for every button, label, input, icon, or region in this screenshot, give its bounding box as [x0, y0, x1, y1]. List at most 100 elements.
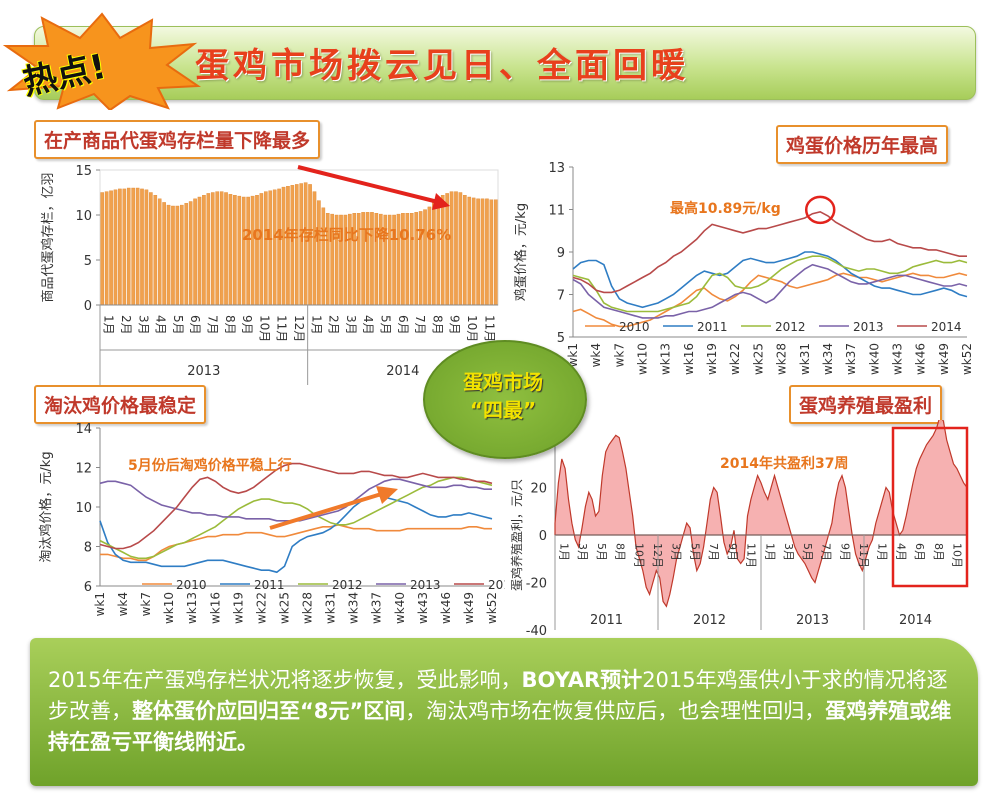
- bar: [149, 192, 153, 306]
- cull-price-annotation: 5月份后淘鸡价格平稳上行: [128, 457, 292, 474]
- y-tick-label: 10: [75, 209, 92, 224]
- bar: [312, 191, 317, 306]
- month-label: 5月: [801, 543, 814, 561]
- bar: [264, 191, 268, 306]
- x-tick-label: wk34: [821, 343, 835, 375]
- y-tick-label: 13: [548, 161, 565, 176]
- summary-part3: 2015年鸡蛋供小于求的情况将逐步改善，: [48, 668, 948, 723]
- month-label: 3月: [576, 543, 589, 561]
- month-label: 10月: [465, 315, 479, 342]
- x-tick-label: wk13: [185, 592, 199, 624]
- x-tick-label: wk43: [890, 343, 904, 375]
- bar: [281, 186, 286, 306]
- year-label: 2013: [187, 364, 220, 379]
- y-tick-label: 7: [557, 289, 565, 304]
- bar: [197, 196, 202, 306]
- year-label: 2014: [899, 613, 932, 628]
- bar: [206, 193, 211, 306]
- month-label: 6月: [188, 315, 202, 335]
- month-label: 8月: [614, 543, 627, 561]
- four-most-label: 蛋鸡市场 “四最”: [423, 368, 583, 424]
- legend-label: 2010: [176, 578, 207, 592]
- bar: [255, 195, 259, 306]
- x-tick-label: wk37: [844, 343, 858, 375]
- bar: [467, 196, 472, 306]
- y-tick-label: 15: [75, 164, 92, 179]
- month-label: 1月: [763, 543, 776, 561]
- bar: [219, 191, 224, 306]
- bar: [113, 189, 118, 306]
- orange-arrow: [269, 490, 389, 530]
- x-tick-label: wk22: [254, 592, 268, 624]
- x-tick-label: wk52: [960, 343, 974, 375]
- plot-area: [573, 167, 967, 337]
- cull-price-line-chart: 6 8 10 12 14 wk1 wk4 wk7 wk10 wk13 wk16 wk19 wk22 wk2…: [38, 422, 505, 624]
- month-label: 4月: [361, 315, 375, 335]
- y-tick-label: -40: [526, 624, 547, 638]
- x-tick-label: wk19: [231, 592, 245, 624]
- bar: [118, 188, 122, 306]
- month-label: 10月: [951, 543, 964, 568]
- bar: [427, 206, 432, 306]
- month-label: 7月: [205, 315, 219, 335]
- x-tick-label: wk25: [751, 343, 765, 375]
- bar: [131, 187, 135, 306]
- x-tick-label: wk7: [612, 343, 626, 367]
- profit-area-chart: -40-20020401月3月5月8月10月12月3月5月7月9月11月1月3月…: [509, 420, 969, 638]
- bar: [144, 189, 149, 306]
- y-tick-label: 0: [539, 529, 547, 544]
- bar: [317, 200, 321, 306]
- month-label: 3月: [782, 543, 795, 561]
- month-label: 1月: [876, 543, 889, 561]
- bar: [126, 187, 131, 306]
- summary-box: [30, 638, 978, 786]
- bar: [210, 192, 215, 306]
- bar: [171, 205, 175, 306]
- month-label: 11月: [275, 315, 289, 342]
- bar: [250, 195, 255, 306]
- bar: [135, 187, 140, 306]
- y-tick-label: 10: [75, 501, 92, 516]
- peak-circle: [804, 195, 836, 225]
- bar: [109, 190, 113, 306]
- x-tick-label: wk10: [636, 343, 650, 375]
- red-arrow: [297, 165, 443, 205]
- month-label: 5月: [171, 315, 185, 335]
- x-tick-label: wk13: [659, 343, 673, 375]
- bar: [175, 205, 180, 306]
- month-label: 4月: [894, 543, 907, 561]
- y-tick-label: 9: [557, 246, 565, 261]
- month-label: 9月: [240, 315, 254, 335]
- bar: [458, 192, 463, 306]
- month-label: 9月: [726, 543, 739, 561]
- bar: [268, 190, 273, 306]
- bar: [493, 199, 498, 306]
- summary-text: 2015年在产蛋鸡存栏状况将逐步恢复，受此影响，BOYAR预计2015年鸡蛋供小…: [48, 665, 958, 758]
- month-label: 11月: [482, 315, 496, 342]
- bar: [445, 193, 449, 306]
- bar: [449, 191, 454, 306]
- bar: [476, 198, 480, 306]
- series-line-2013: [572, 263, 968, 319]
- bar: [224, 192, 228, 306]
- bar: [299, 183, 304, 306]
- bar: [440, 195, 445, 306]
- summary-part6: 蛋鸡养殖或维持在盈亏平衡线附近。: [48, 699, 952, 754]
- bar: [188, 201, 193, 306]
- y-tick-label: -20: [526, 577, 547, 592]
- summary-part2: BOYAR预计: [521, 668, 643, 692]
- month-label: 1月: [102, 315, 116, 335]
- x-tick-label: wk43: [416, 592, 430, 624]
- bar: [277, 188, 281, 306]
- x-tick-label: wk16: [682, 343, 696, 375]
- orange-arrow-head: [376, 486, 398, 504]
- x-tick-label: wk46: [914, 343, 928, 375]
- month-label: 5月: [379, 315, 393, 335]
- series-line-2014: [572, 210, 967, 294]
- summary-part5: ，淘汰鸡市场在恢复供应后，也会理性回归，: [405, 699, 826, 723]
- cull-price-panel-title: 淘汰鸡价格最稳定: [34, 385, 207, 424]
- y-tick-label: 0: [84, 299, 92, 314]
- legend-label: 2014: [931, 320, 962, 334]
- month-label: 1月: [557, 543, 570, 561]
- month-label: 8月: [430, 315, 444, 335]
